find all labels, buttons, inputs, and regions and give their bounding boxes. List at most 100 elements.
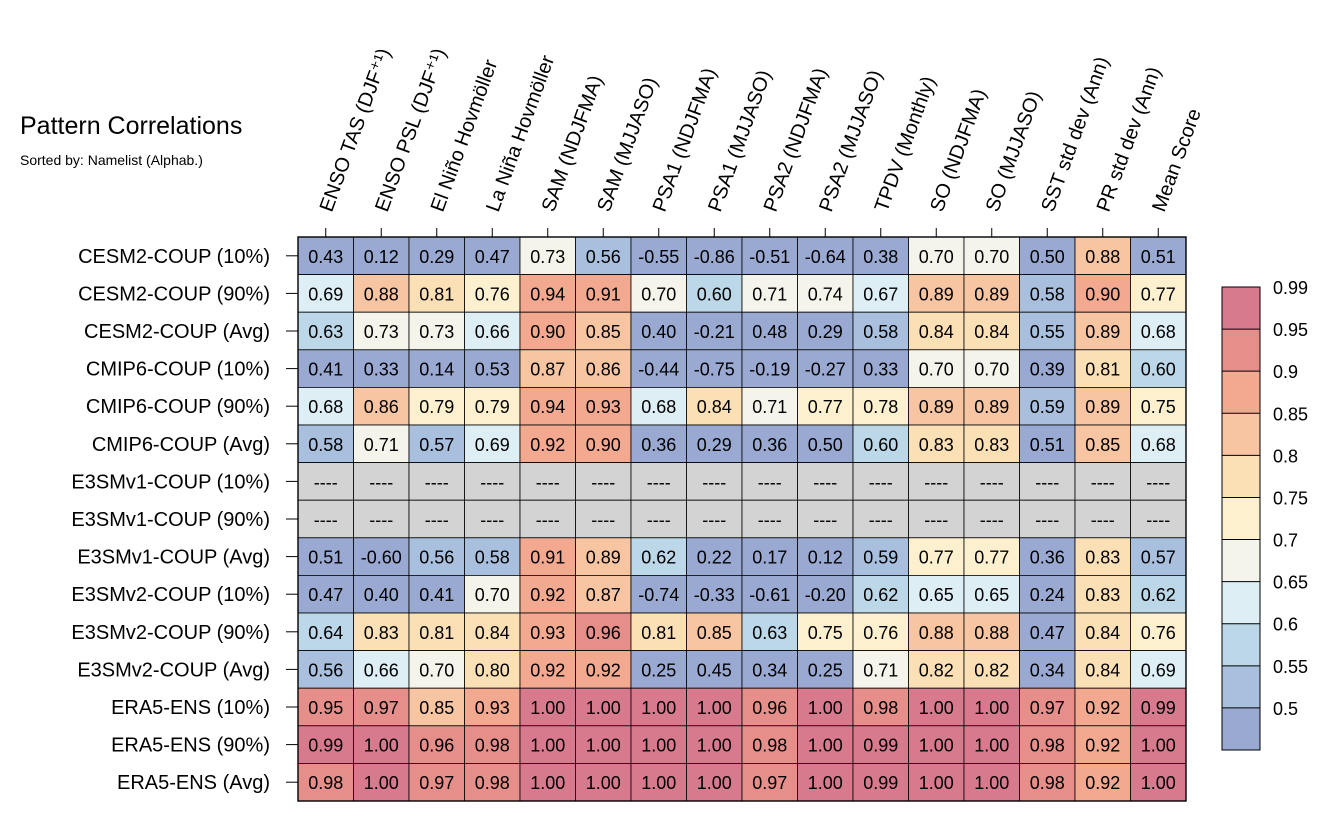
heatmap-cell [408, 612, 465, 651]
row-label: E3SMv1-COUP (Avg) [77, 547, 270, 569]
heatmap-cell [1074, 763, 1131, 802]
heatmap-cell [852, 537, 909, 576]
heatmap-cell [630, 462, 687, 501]
cell-value-label: 0.25 [808, 660, 843, 680]
heatmap-cell [1130, 575, 1187, 614]
heatmap-cell [852, 274, 909, 313]
cell-value-label: 0.55 [1030, 322, 1065, 342]
heatmap-cell [741, 462, 798, 501]
cell-value-label: -0.61 [749, 585, 790, 605]
cell-value-label: 0.12 [364, 247, 399, 267]
cell-value-label: -0.20 [805, 585, 846, 605]
cell-value-label: 0.43 [308, 247, 343, 267]
cell-value-label: 0.99 [863, 736, 898, 756]
heatmap-cell [1074, 274, 1131, 313]
heatmap-cell [1130, 424, 1187, 463]
cell-value-label: ---- [1091, 510, 1115, 530]
colorbar-swatch [1222, 455, 1260, 498]
colorbar-level-label: 0.75 [1273, 488, 1308, 508]
cell-value-label: 0.34 [1030, 660, 1065, 680]
heatmap-cell [1019, 236, 1076, 275]
heatmap-cell [908, 575, 965, 614]
cell-value-label: ---- [1035, 510, 1059, 530]
row-label: CESM2-COUP (Avg) [84, 321, 270, 343]
row-label: E3SMv1-COUP (90%) [71, 509, 270, 531]
cell-value-label: 1.00 [530, 698, 565, 718]
cell-value-label: 0.75 [1141, 397, 1176, 417]
heatmap-cell [408, 386, 465, 426]
heatmap-cell [519, 763, 576, 802]
cell-value-label: 0.90 [1085, 284, 1120, 304]
heatmap-cell [630, 424, 687, 463]
heatmap-cell [908, 274, 965, 313]
row-label: CESM2-COUP (90%) [78, 283, 270, 305]
heatmap-cell [908, 612, 965, 651]
cell-value-label: 0.82 [919, 660, 954, 680]
cell-value-label: 0.80 [475, 660, 510, 680]
heatmap-cell [908, 537, 965, 576]
heatmap-cell [297, 499, 354, 539]
heatmap-cell [1019, 537, 1076, 576]
cell-value-label: 0.92 [530, 585, 565, 605]
cell-value-label: 1.00 [697, 736, 732, 756]
cell-value-label: 0.59 [1030, 397, 1065, 417]
cell-value-label: 0.83 [364, 623, 399, 643]
cell-value-label: 0.74 [808, 284, 843, 304]
cell-value-label: 0.62 [1141, 585, 1176, 605]
cell-value-label: 0.29 [697, 435, 732, 455]
cell-value-label: 0.84 [475, 623, 510, 643]
cell-value-label: ---- [647, 510, 671, 530]
cell-value-label: 0.89 [1085, 322, 1120, 342]
cell-value-label: 0.88 [974, 623, 1009, 643]
cell-value-label: 0.56 [419, 548, 454, 568]
heatmap-cell [575, 499, 632, 539]
cell-value-label: 0.53 [475, 360, 510, 380]
heatmap-cell [963, 274, 1020, 313]
heatmap-cell [1074, 499, 1131, 539]
cell-value-label: 0.94 [530, 284, 565, 304]
heatmap-cell [1130, 537, 1187, 576]
heatmap-cell [1130, 763, 1187, 802]
heatmap-cell [519, 462, 576, 501]
heatmap-cell [1074, 386, 1131, 426]
heatmap-cell [1130, 687, 1187, 727]
colorbar-level-label: 0.5 [1273, 699, 1298, 719]
cell-value-label: 0.58 [863, 322, 898, 342]
cell-value-label: 0.71 [863, 660, 898, 680]
cell-value-label: ---- [869, 510, 893, 530]
colorbar-swatch [1222, 665, 1260, 708]
colorbar-level-label: 0.85 [1273, 404, 1308, 424]
cell-value-label: 0.36 [752, 435, 787, 455]
heatmap-cell [1019, 612, 1076, 651]
cell-value-label: -0.19 [749, 360, 790, 380]
cell-value-label: 0.51 [1141, 247, 1176, 267]
cell-value-label: 0.65 [919, 585, 954, 605]
cell-value-label: 0.36 [1030, 548, 1065, 568]
heatmap-cell [852, 349, 909, 388]
cell-value-label: 0.14 [419, 360, 454, 380]
cell-value-label: 0.36 [641, 435, 676, 455]
cell-value-label: 0.99 [863, 773, 898, 793]
cell-value-label: ---- [924, 510, 948, 530]
heatmap-cell [963, 725, 1020, 764]
colorbar-level-label: 0.7 [1273, 531, 1298, 551]
heatmap-cell [464, 687, 521, 727]
cell-value-label: 0.92 [1085, 698, 1120, 718]
cell-value-label: 0.98 [1030, 773, 1065, 793]
heatmap-cell [575, 650, 632, 689]
heatmap-cell [908, 424, 965, 463]
cell-value-label: ---- [369, 510, 393, 530]
cell-value-label: 0.88 [919, 623, 954, 643]
heatmap-cell [408, 462, 465, 501]
heatmap-cell [1019, 311, 1076, 351]
heatmap-cell [1074, 687, 1131, 727]
heatmap-cell [797, 386, 854, 426]
cell-value-label: 1.00 [530, 736, 565, 756]
cell-value-label: 0.57 [419, 435, 454, 455]
column-label: SAM (NDJFMA) [538, 73, 608, 215]
heatmap-cell [575, 386, 632, 426]
cell-value-label: ---- [813, 472, 837, 492]
heatmap-cell [1130, 236, 1187, 275]
colorbar: 0.5 0.55 0.6 0.65 0.7 0.75 0.8 0.85 0.9 0.95 0.99 [1221, 278, 1308, 751]
cell-value-label: 1.00 [1141, 736, 1176, 756]
